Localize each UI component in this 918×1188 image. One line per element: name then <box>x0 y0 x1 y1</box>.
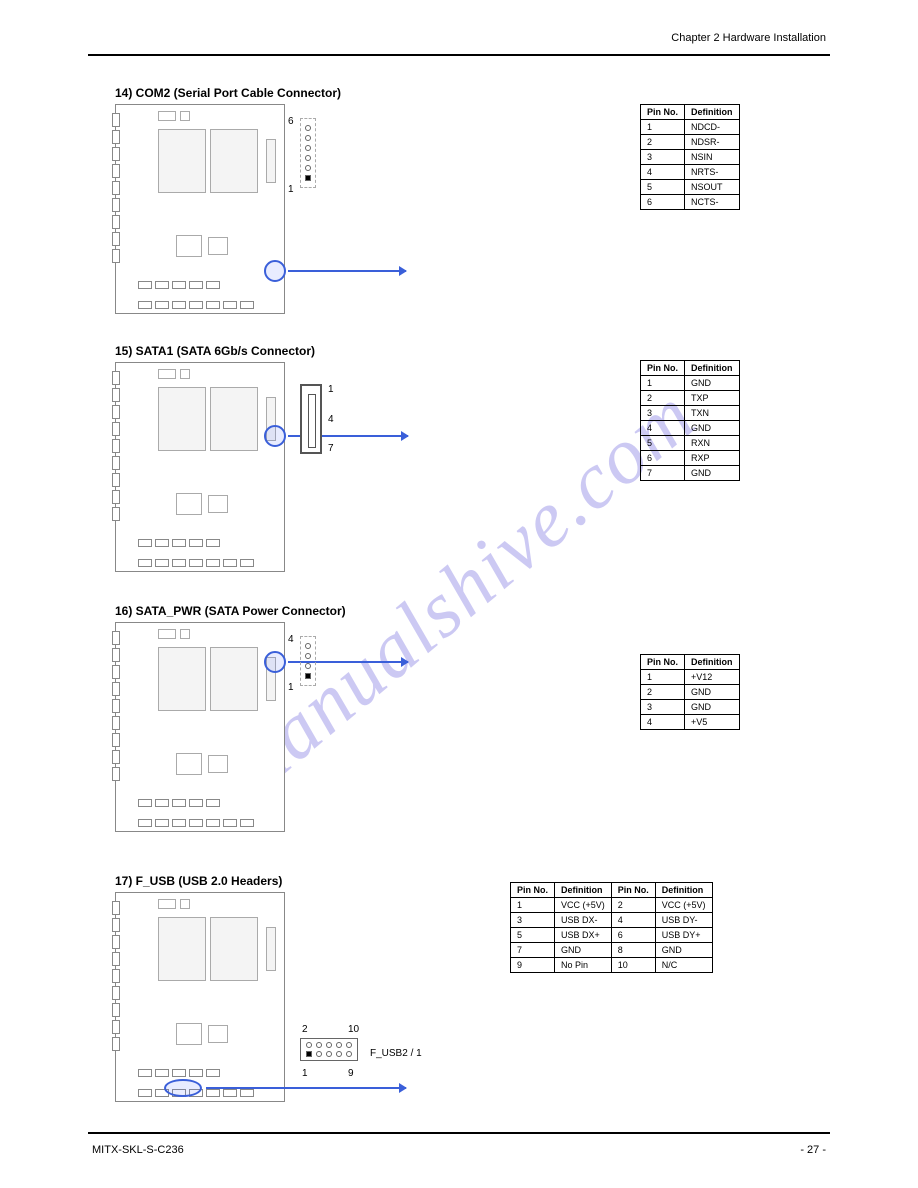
connector-pinout: 41 <box>300 636 316 686</box>
connector-caption: F_USB2 / 1 <box>370 1048 422 1059</box>
pin-definition-table: Pin No.Definition1GND2TXP3TXN4GND5RXN6RX… <box>640 360 740 481</box>
table-header: Pin No. <box>641 105 685 120</box>
table-row: 1GND <box>641 376 740 391</box>
section-title: 15) SATA1 (SATA 6Gb/s Connector) <box>115 344 315 358</box>
table-header: Pin No. <box>641 655 685 670</box>
connector-pinout: 61 <box>300 118 316 188</box>
table-row: 7GND8GND <box>511 943 713 958</box>
highlight-circle <box>264 651 286 673</box>
connector-pinout: 147 <box>300 384 322 454</box>
highlight-circle <box>264 260 286 282</box>
pin-definition-table: Pin No.Definition1+V122GND3GND4+V5 <box>640 654 740 730</box>
table-row: 6NCTS- <box>641 195 740 210</box>
table-row: 3GND <box>641 700 740 715</box>
table-row: 2TXP <box>641 391 740 406</box>
header-chapter: Chapter 2 Hardware Installation <box>671 32 826 44</box>
table-row: 2GND <box>641 685 740 700</box>
motherboard-diagram <box>115 622 285 832</box>
table-row: 1VCC (+5V)2VCC (+5V) <box>511 898 713 913</box>
section-title: 16) SATA_PWR (SATA Power Connector) <box>115 604 346 618</box>
motherboard-diagram <box>115 362 285 572</box>
footer-page: - 27 - <box>800 1144 826 1156</box>
table-header: Pin No. <box>511 883 555 898</box>
header-rule <box>88 54 830 56</box>
footer-rule <box>88 1132 830 1134</box>
motherboard-diagram <box>115 104 285 314</box>
pin-definition-table: Pin No.DefinitionPin No.Definition1VCC (… <box>510 882 713 973</box>
table-header: Pin No. <box>611 883 655 898</box>
table-row: 3USB DX-4USB DY- <box>511 913 713 928</box>
section-title: 17) F_USB (USB 2.0 Headers) <box>115 874 285 888</box>
table-header: Definition <box>655 883 712 898</box>
pin-definition-table: Pin No.Definition1NDCD-2NDSR-3NSIN4NRTS-… <box>640 104 740 210</box>
callout-arrow <box>288 270 406 272</box>
section-fusb: 17) F_USB (USB 2.0 Headers) <box>115 874 285 1102</box>
table-row: 5RXN <box>641 436 740 451</box>
table-header: Definition <box>685 361 740 376</box>
table-row: 3NSIN <box>641 150 740 165</box>
table-row: 6RXP <box>641 451 740 466</box>
page: Chapter 2 Hardware Installation manualsh… <box>0 0 918 1188</box>
table-row: 2NDSR- <box>641 135 740 150</box>
table-row: 1NDCD- <box>641 120 740 135</box>
footer-model: MITX-SKL-S-C236 <box>92 1144 184 1156</box>
table-row: 1+V12 <box>641 670 740 685</box>
table-header: Definition <box>555 883 612 898</box>
highlight-circle <box>264 425 286 447</box>
table-header: Definition <box>685 655 740 670</box>
motherboard-diagram <box>115 892 285 1102</box>
table-row: 4+V5 <box>641 715 740 730</box>
table-row: 5NSOUT <box>641 180 740 195</box>
table-row: 4NRTS- <box>641 165 740 180</box>
highlight-circle <box>164 1079 202 1097</box>
section-title: 14) COM2 (Serial Port Cable Connector) <box>115 86 341 100</box>
table-header: Definition <box>685 105 740 120</box>
table-header: Pin No. <box>641 361 685 376</box>
section-sata: 15) SATA1 (SATA 6Gb/s Connector) <box>115 344 315 572</box>
callout-arrow <box>206 1087 406 1089</box>
connector-pinout: 21019F_USB2 / 1 <box>300 1038 358 1061</box>
table-row: 3TXN <box>641 406 740 421</box>
table-row: 5USB DX+6USB DY+ <box>511 928 713 943</box>
table-row: 9No Pin10N/C <box>511 958 713 973</box>
table-row: 7GND <box>641 466 740 481</box>
table-row: 4GND <box>641 421 740 436</box>
